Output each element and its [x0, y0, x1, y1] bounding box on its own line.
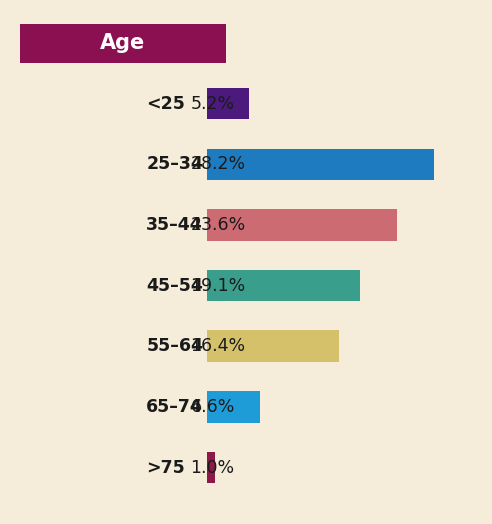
Text: 1.0%: 1.0%: [190, 458, 235, 476]
Text: 19.1%: 19.1%: [190, 277, 246, 294]
Text: 45–54: 45–54: [146, 277, 203, 294]
Bar: [207, 452, 215, 483]
Bar: [207, 391, 260, 423]
Text: <25: <25: [146, 95, 185, 113]
Text: Age: Age: [100, 33, 146, 53]
Text: 65–74: 65–74: [146, 398, 203, 416]
Text: 23.6%: 23.6%: [190, 216, 246, 234]
Text: >75: >75: [146, 458, 185, 476]
Text: 6.6%: 6.6%: [190, 398, 235, 416]
Text: 28.2%: 28.2%: [190, 155, 246, 173]
Text: 55–64: 55–64: [146, 337, 203, 355]
Text: 25–34: 25–34: [146, 155, 203, 173]
Text: 35–44: 35–44: [146, 216, 203, 234]
Bar: [207, 270, 361, 301]
Text: 5.2%: 5.2%: [190, 95, 235, 113]
Bar: [207, 148, 433, 180]
Bar: [207, 331, 338, 362]
Text: 16.4%: 16.4%: [190, 337, 246, 355]
Bar: [207, 209, 397, 241]
Bar: [207, 88, 248, 119]
